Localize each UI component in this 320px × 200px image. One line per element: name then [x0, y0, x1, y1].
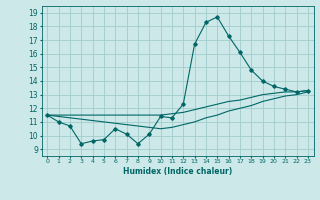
X-axis label: Humidex (Indice chaleur): Humidex (Indice chaleur) — [123, 167, 232, 176]
